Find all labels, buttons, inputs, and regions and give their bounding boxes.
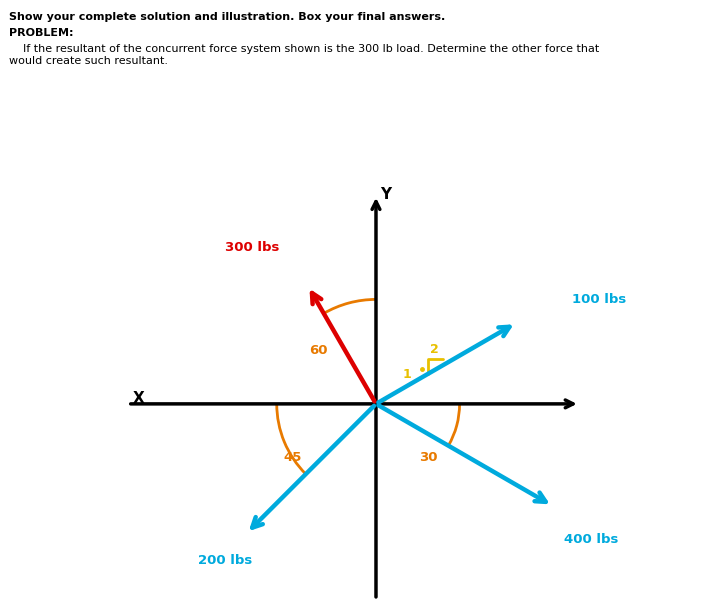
Text: 300 lbs: 300 lbs [225, 241, 279, 254]
Text: PROBLEM:: PROBLEM: [9, 28, 73, 37]
Text: 60: 60 [310, 345, 328, 357]
Text: Y: Y [380, 187, 391, 203]
Text: 1: 1 [403, 368, 412, 381]
Text: 100 lbs: 100 lbs [572, 293, 626, 306]
Text: 200 lbs: 200 lbs [199, 554, 253, 567]
Text: 30: 30 [419, 451, 438, 465]
Text: Show your complete solution and illustration. Box your final answers.: Show your complete solution and illustra… [9, 12, 445, 22]
Text: If the resultant of the concurrent force system shown is the 300 lb load. Determ: If the resultant of the concurrent force… [9, 44, 599, 65]
Text: 45: 45 [283, 451, 302, 465]
Text: 400 lbs: 400 lbs [564, 533, 618, 546]
Text: X: X [133, 391, 145, 406]
Text: 2: 2 [431, 343, 439, 356]
